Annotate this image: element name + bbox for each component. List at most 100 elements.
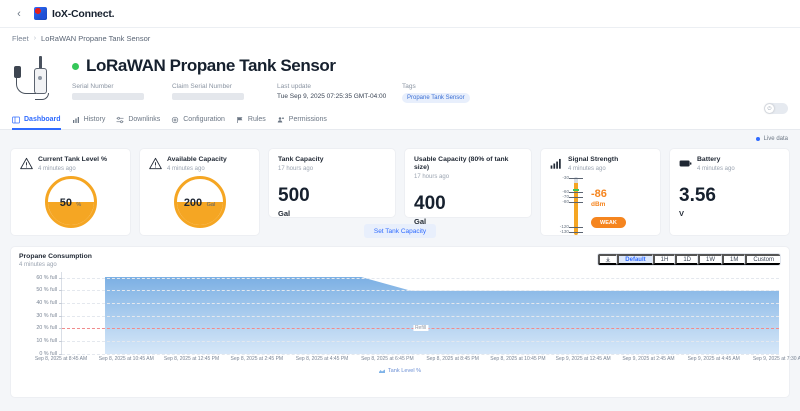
set-tank-capacity-button[interactable]: Set Tank Capacity <box>363 224 437 238</box>
grid-line <box>62 290 779 292</box>
range-button-1h[interactable]: 1H <box>652 254 676 265</box>
tab-label: Dashboard <box>24 116 61 123</box>
y-axis-label: 40 % full <box>36 300 57 307</box>
card-header: Available Capacity 4 minutes ago <box>149 156 250 172</box>
range-button-default[interactable]: Default <box>617 254 653 265</box>
chart-header: Propane Consumption 4 minutes ago Defaul… <box>19 253 781 268</box>
device-meta: LoRaWAN Propane Tank Sensor Serial Numbe… <box>72 54 788 106</box>
card-usable-capacity: Usable Capacity (80% of tank size) 17 ho… <box>404 148 532 226</box>
card-header: Battery 4 minutes ago <box>679 156 780 172</box>
chart-legend[interactable]: Tank Level % <box>19 368 781 374</box>
metric-value: 3.56 <box>679 184 716 206</box>
x-axis-label: Sep 8, 2025 at 10:45 AM <box>98 355 154 362</box>
meta-label: Tags <box>402 83 416 90</box>
device-plug-shape <box>14 66 21 78</box>
y-axis-tick <box>59 328 62 330</box>
tank-level-gauge: 50 % <box>44 175 97 228</box>
live-data-indicator: Live data <box>0 130 800 148</box>
metric-value: 400 <box>414 193 446 215</box>
tab-rules[interactable]: Rules <box>234 110 275 129</box>
meta-last-update: Last update Tue Sep 9, 2025 07:25:35 GMT… <box>277 83 402 103</box>
tab-downlinks[interactable]: Downlinks <box>114 110 169 129</box>
x-axis-label: Sep 8, 2025 at 4:45 PM <box>295 355 349 362</box>
live-data-label: Live data <box>763 136 788 142</box>
back-button[interactable]: ‹ <box>17 7 21 20</box>
gauge-unit: % <box>76 201 82 208</box>
y-axis-label: 0 % full <box>39 350 57 357</box>
tab-label: Configuration <box>183 116 225 123</box>
signal-scale: -30 -60 -70 -80 -120 -130 <box>552 175 586 237</box>
x-axis-label: Sep 9, 2025 at 7:30 AM <box>752 355 800 362</box>
live-data-toggle[interactable]: ⏻ <box>764 103 788 114</box>
x-axis-label: Sep 8, 2025 at 6:45 PM <box>361 355 414 362</box>
card-timestamp: 4 minutes ago <box>568 165 606 172</box>
legend-label: Tank Level % <box>387 367 422 374</box>
breadcrumb-current: LoRaWAN Propane Tank Sensor <box>41 33 151 43</box>
y-axis-label: 10 % full <box>36 337 57 344</box>
metrics-row: Current Tank Level % 4 minutes ago 50 % <box>0 148 800 238</box>
download-button[interactable] <box>598 254 618 265</box>
gauge-value: 200 <box>183 196 203 209</box>
tab-dashboard[interactable]: Dashboard <box>12 110 70 130</box>
chart-title: Propane Consumption <box>19 253 92 260</box>
dashboard-icon <box>12 116 20 123</box>
breadcrumb-root[interactable]: Fleet <box>12 33 29 43</box>
metric-value: 500 <box>278 184 310 206</box>
meta-label: Claim Serial Number <box>172 83 232 90</box>
signal-tick <box>569 231 583 234</box>
y-axis: 60 % full 50 % full 40 % full 30 % full 20 %… <box>19 272 61 357</box>
antenna-shape <box>39 56 42 69</box>
device-lead-shape <box>35 93 49 100</box>
signal-tick <box>569 191 583 194</box>
sliders-icon <box>116 116 124 123</box>
meta-claim-serial-number: Claim Serial Number <box>172 83 277 103</box>
chart-timestamp: 4 minutes ago <box>19 261 57 268</box>
range-button-1w[interactable]: 1W <box>697 254 722 265</box>
range-button-custom[interactable]: Custom <box>745 254 780 265</box>
capacity-group: Tank Capacity 17 hours ago 500 Gal Usabl… <box>268 148 532 238</box>
tab-history[interactable]: History <box>70 110 115 129</box>
signal-bar-shape <box>574 176 578 235</box>
gauge-unit: Gal <box>206 201 216 208</box>
tab-permissions[interactable]: Permissions <box>275 110 336 129</box>
y-axis-label: 30 % full <box>36 312 57 319</box>
card-timestamp: 17 hours ago <box>414 174 450 181</box>
flag-icon <box>237 116 243 123</box>
chart-bar-icon <box>72 116 79 123</box>
signal-scale-label: -60 <box>562 188 569 194</box>
x-axis: Sep 8, 2025 at 8:45 AM Sep 8, 2025 at 10:… <box>35 354 800 367</box>
device-led-shape <box>38 76 42 80</box>
signal-tick <box>569 226 583 229</box>
gauge-fill <box>47 201 94 225</box>
signal-bars-icon <box>550 158 561 169</box>
device-title-row: LoRaWAN Propane Tank Sensor <box>72 56 788 76</box>
capacity-cards-row: Tank Capacity 17 hours ago 500 Gal Usabl… <box>268 148 532 226</box>
x-axis-label: Sep 9, 2025 at 12:45 AM <box>555 355 611 362</box>
y-axis-tick <box>59 290 62 292</box>
meta-tags: Tags Propane Tank Sensor <box>402 83 522 103</box>
card-header: Signal Strength 4 minutes ago <box>550 156 651 172</box>
card-header: Current Tank Level % 4 minutes ago <box>20 156 121 172</box>
card-timestamp: 4 minutes ago <box>697 165 735 172</box>
status-online-icon <box>72 62 79 70</box>
grid-line <box>62 315 779 317</box>
battery-icon <box>679 160 692 167</box>
tag-chip[interactable]: Propane Tank Sensor <box>402 93 470 103</box>
signal-readout: -86 dBm WEAK <box>591 189 626 229</box>
grid-line <box>62 353 779 355</box>
metric-unit: Gal <box>414 217 427 227</box>
y-axis-label: 60 % full <box>36 274 57 281</box>
range-button-1m[interactable]: 1M <box>721 254 746 265</box>
signal-unit: dBm <box>591 201 606 209</box>
chart-title-block: Propane Consumption 4 minutes ago <box>19 253 92 268</box>
x-axis-label: Sep 8, 2025 at 8:45 PM <box>426 355 479 362</box>
range-button-1d[interactable]: 1D <box>675 254 698 265</box>
live-dot-icon <box>755 137 760 141</box>
warning-triangle-icon <box>20 157 33 170</box>
tab-configuration[interactable]: Configuration <box>169 110 234 129</box>
meta-serial-number: Serial Number <box>72 83 172 103</box>
tab-bar: Dashboard History Downlinks C <box>0 110 800 130</box>
signal-tick <box>569 196 583 199</box>
gauge-readout: 50 % <box>60 193 82 211</box>
card-title: Tank Capacity <box>278 156 324 163</box>
